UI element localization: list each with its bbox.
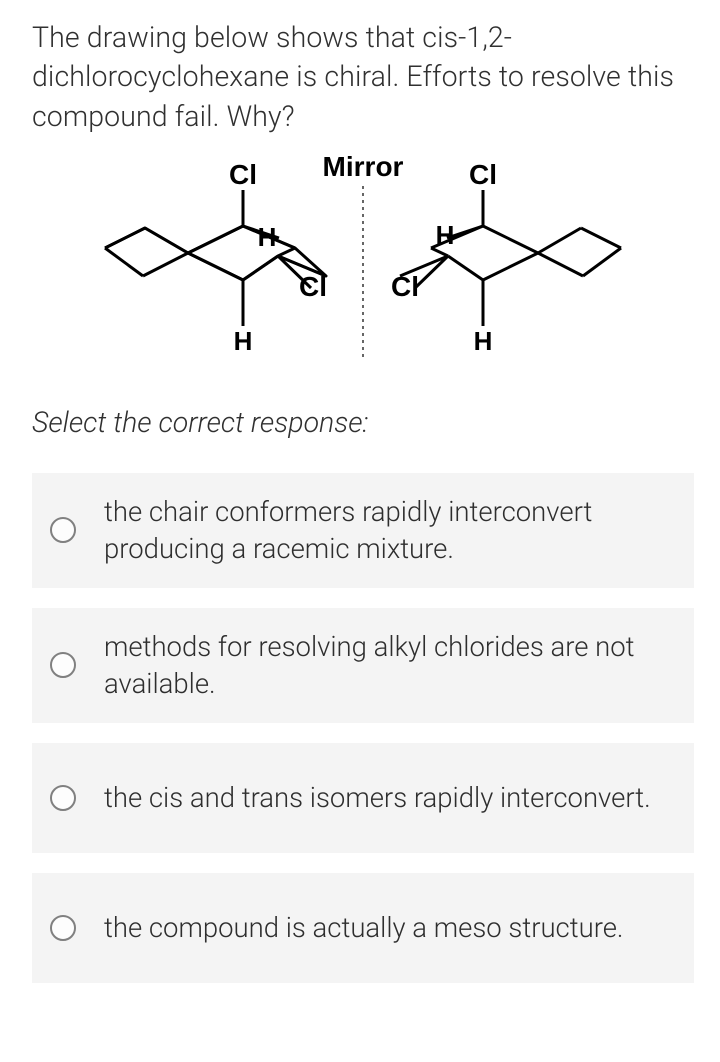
molecule-diagram: Mirror Cl H	[93, 148, 633, 388]
right-h-top: H	[436, 220, 455, 250]
left-molecule: Cl H Cl H	[105, 159, 327, 356]
right-cl-eq: Cl	[391, 271, 419, 302]
radio-icon[interactable]	[50, 915, 76, 941]
left-cl-eq: Cl	[299, 271, 327, 302]
radio-icon[interactable]	[50, 517, 76, 543]
question-text: The drawing below shows that cis-1,2-dic…	[32, 18, 694, 136]
right-molecule	[400, 190, 621, 326]
radio-icon[interactable]	[50, 652, 76, 678]
option-text: the compound is actually a meso structur…	[104, 909, 624, 946]
left-h-axial: H	[234, 326, 253, 356]
diagram-container: Mirror Cl H	[32, 148, 694, 388]
options-list: the chair conformers rapidly interconver…	[32, 473, 694, 983]
option-4[interactable]: the compound is actually a meso structur…	[32, 873, 694, 983]
option-text: the chair conformers rapidly interconver…	[104, 493, 672, 568]
select-prompt: Select the correct response:	[32, 406, 694, 439]
right-cl-axial: Cl	[469, 159, 497, 190]
option-text: the cis and trans isomers rapidly interc…	[104, 779, 651, 816]
mirror-label: Mirror	[323, 151, 404, 182]
option-2[interactable]: methods for resolving alkyl chlorides ar…	[32, 608, 694, 723]
right-h-axial: H	[474, 326, 493, 356]
left-h-top: H	[258, 222, 277, 252]
option-3[interactable]: the cis and trans isomers rapidly interc…	[32, 743, 694, 853]
option-text: methods for resolving alkyl chlorides ar…	[104, 628, 672, 703]
left-cl-axial: Cl	[229, 159, 257, 190]
radio-icon[interactable]	[50, 785, 76, 811]
option-1[interactable]: the chair conformers rapidly interconver…	[32, 473, 694, 588]
